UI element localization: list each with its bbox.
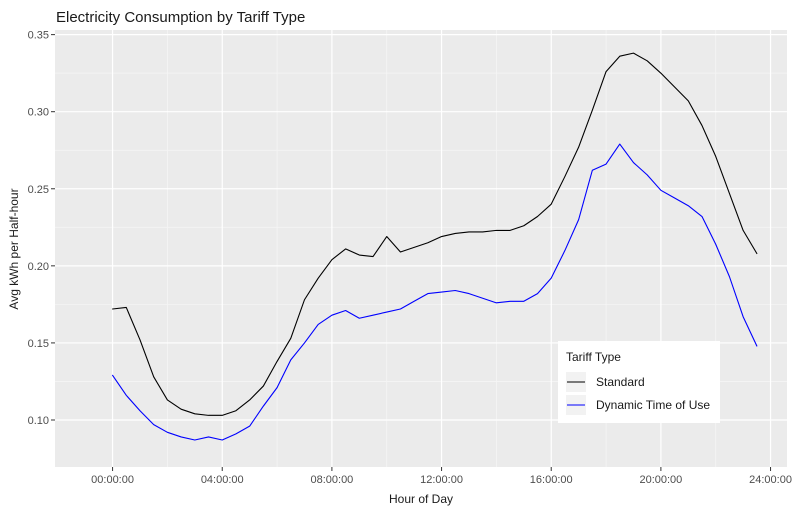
x-tick-label: 08:00:00 [310,474,353,486]
y-tick-label: 0.10 [28,415,49,427]
y-axis: 0.10 0.15 0.20 0.25 0.30 0.35 [28,30,55,427]
x-axis-title: Hour of Day [389,492,453,506]
series-line-dynamic-time-of-use [112,143,758,441]
x-tick-label: 20:00:00 [639,474,682,486]
y-tick-label: 0.15 [28,338,49,350]
legend-title: Tariff Type [566,350,621,364]
y-axis-title: Avg kWh per Half-hour [7,188,21,309]
x-tick-label: 00:00:00 [91,474,134,486]
y-tick-label: 0.30 [28,107,49,119]
legend: Tariff Type Standard Dynamic Time of Use [558,341,720,423]
legend-label: Standard [596,375,645,389]
x-tick-label: 24:00:00 [749,474,792,486]
x-axis: 00:00:00 04:00:00 08:00:00 12:00:00 16:00:00… [91,467,792,486]
y-tick-label: 0.25 [28,184,49,196]
y-tick-label: 0.35 [28,30,49,42]
x-tick-label: 04:00:00 [201,474,244,486]
series-line-standard [112,52,758,416]
series-lines [112,52,758,441]
chart-title: Electricity Consumption by Tariff Type [56,9,305,26]
legend-label: Dynamic Time of Use [596,398,710,412]
y-tick-label: 0.20 [28,261,49,273]
x-tick-label: 12:00:00 [420,474,463,486]
x-tick-label: 16:00:00 [530,474,573,486]
